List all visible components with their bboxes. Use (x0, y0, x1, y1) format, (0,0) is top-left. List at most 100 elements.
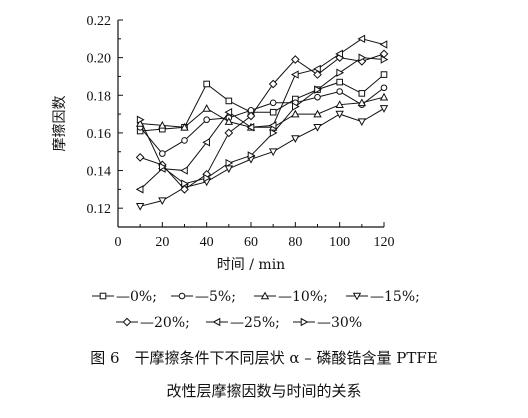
legend-symbol-circle (178, 292, 186, 300)
y-tick-label: 0.20 (87, 52, 112, 67)
data-point-25-percent (313, 64, 321, 74)
data-point-30-percent (269, 128, 278, 138)
data-point-15-percent (291, 135, 300, 143)
y-tick-label: 0.14 (87, 165, 112, 180)
data-point-30-percent (247, 151, 256, 160)
data-point-10-percent (313, 109, 322, 118)
y-tick-label: 0.18 (87, 89, 112, 104)
data-point-0-percent (269, 108, 277, 116)
data-point-30-percent (203, 173, 212, 183)
legend-symbol-triangle-down (352, 292, 362, 301)
data-point-5-percent (336, 88, 343, 95)
x-tick-label: 120 (374, 235, 395, 250)
data-point-25-percent (379, 40, 388, 49)
data-point-0-percent (358, 90, 366, 97)
series-20-percent (135, 49, 389, 194)
data-point-20-percent (290, 55, 300, 64)
legend-symbol-triangle-up (260, 291, 270, 300)
data-point-20-percent (268, 79, 278, 89)
data-point-30-percent (225, 158, 234, 168)
legend-label: —10%; (278, 289, 328, 305)
data-point-20-percent (246, 111, 256, 121)
data-point-5-percent (159, 150, 166, 157)
data-point-0-percent (380, 71, 388, 78)
data-point-10-percent (224, 117, 234, 125)
series-0-percent (136, 71, 388, 135)
data-point-5-percent (181, 137, 188, 144)
series-line-5-percent (139, 87, 385, 155)
data-point-15-percent (135, 203, 145, 211)
y-tick-label: 0.22 (87, 14, 112, 29)
series-line-20-percent (140, 53, 385, 191)
x-tick-label: 100 (329, 235, 350, 250)
data-point-10-percent (379, 92, 389, 101)
data-point-10-percent (291, 109, 300, 118)
data-point-15-percent (158, 197, 167, 206)
data-point-5-percent (269, 99, 277, 107)
data-point-5-percent (314, 93, 321, 101)
data-point-25-percent (357, 34, 366, 44)
data-point-10-percent (335, 100, 344, 108)
data-point-0-percent (225, 97, 233, 105)
x-tick-label: 40 (200, 235, 214, 250)
data-point-10-percent (202, 104, 211, 112)
series-10-percent (135, 92, 389, 131)
x-axis-label: 时间 / min (217, 257, 285, 273)
data-point-10-percent (357, 98, 367, 107)
legend-symbol-diamond (122, 317, 132, 327)
data-point-30-percent (336, 68, 345, 77)
figure-caption-line-1: 图 6 干摩擦条件下不同层状 α – 磷酸锆含量 PTFE (90, 349, 438, 367)
y-axis-label: 摩擦因数 (51, 96, 68, 152)
data-point-30-percent (358, 53, 367, 62)
data-point-15-percent (335, 110, 344, 119)
data-point-20-percent (224, 128, 234, 138)
y-tick-label: 0.12 (87, 202, 112, 217)
data-point-30-percent (314, 85, 322, 94)
data-point-20-percent (313, 70, 322, 79)
legend-symbol-triangle-right (300, 317, 309, 327)
x-tick-label: 80 (288, 235, 302, 250)
data-point-10-percent (180, 122, 189, 131)
data-point-25-percent (135, 185, 144, 194)
data-point-25-percent (246, 123, 255, 132)
series-line-15-percent (140, 108, 385, 207)
x-tick-label: 20 (155, 235, 169, 250)
legend-label: —5%; (195, 289, 236, 305)
data-point-0-percent (203, 80, 210, 88)
data-point-15-percent (357, 118, 367, 127)
data-point-25-percent (224, 108, 233, 117)
data-point-30-percent (380, 55, 389, 64)
data-point-30-percent (136, 115, 145, 124)
x-tick-label: 0 (115, 235, 122, 250)
legend-label: —20%; (140, 315, 190, 331)
data-point-25-percent (290, 70, 299, 79)
series-line-0-percent (140, 74, 385, 132)
legend-label: —25%; (230, 315, 280, 331)
y-tick-label: 0.16 (87, 127, 112, 142)
x-tick-label: 60 (244, 235, 258, 250)
series-5-percent (136, 84, 388, 157)
series-line-25-percent (139, 38, 385, 190)
data-point-15-percent (379, 105, 389, 113)
legend-symbol-square (99, 292, 107, 300)
data-point-25-percent (180, 166, 188, 175)
data-point-10-percent (158, 120, 167, 129)
legend-label: —0%; (116, 289, 157, 305)
data-point-0-percent (336, 78, 343, 86)
data-point-30-percent (292, 102, 300, 111)
legend-label: —30% (317, 315, 362, 331)
data-point-20-percent (180, 185, 189, 194)
data-point-25-percent (268, 121, 277, 130)
legend-symbol-triangle-left (212, 317, 221, 327)
figure-caption-line-2: 改性层摩擦因数与时间的关系 (166, 382, 362, 400)
data-point-25-percent (202, 138, 210, 147)
series-30-percent (136, 53, 389, 188)
legend-label: —15%; (370, 289, 420, 305)
data-point-30-percent (159, 162, 167, 171)
series-line-30-percent (139, 57, 385, 185)
friction-chart: 摩擦因数 时间 / min 0 20 40 60 80 100 120 0.12 0.14 0.1… (51, 14, 420, 331)
data-point-25-percent (335, 49, 343, 59)
data-point-5-percent (203, 116, 210, 124)
series-line-10-percent (140, 96, 385, 128)
series-15-percent (135, 105, 389, 211)
